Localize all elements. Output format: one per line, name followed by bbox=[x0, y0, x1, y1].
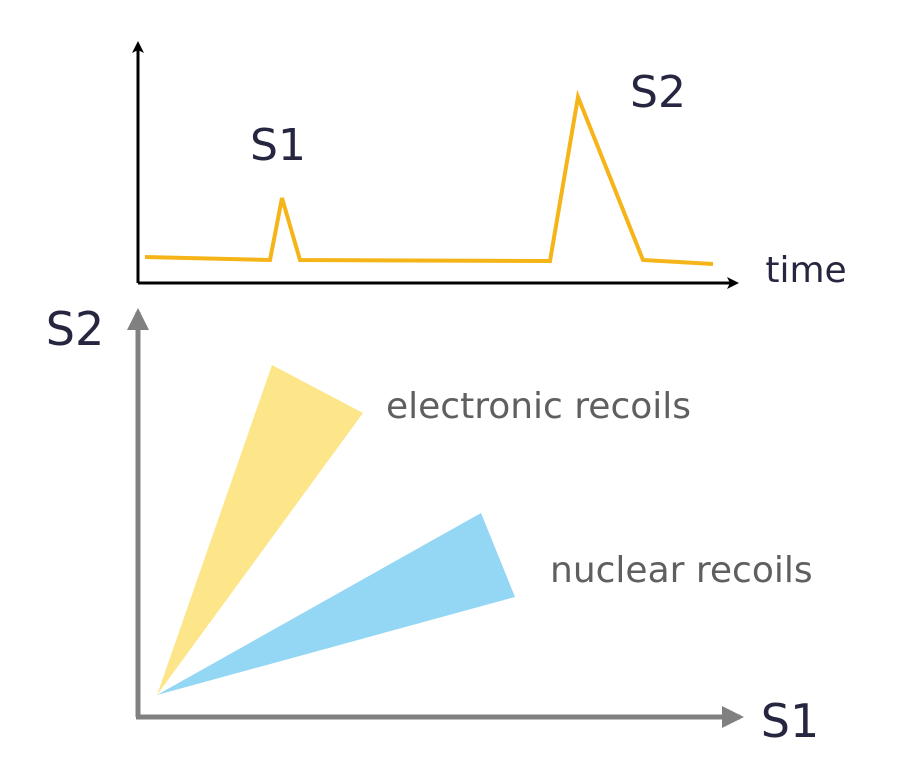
s1-peak-label: S1 bbox=[250, 120, 306, 171]
s1-axis-label: S1 bbox=[761, 694, 819, 748]
s2-peak-label: S2 bbox=[630, 67, 686, 118]
s2-axis-label: S2 bbox=[46, 302, 104, 356]
time-axis-label: time bbox=[765, 250, 846, 291]
discrimination-panel: S2 S1 electronic recoils nuclear recoils bbox=[46, 302, 819, 748]
waveform-panel: S1 S2 time bbox=[132, 41, 847, 291]
waveform-trace bbox=[144, 89, 714, 266]
electronic-recoils-label: electronic recoils bbox=[386, 386, 691, 427]
nuclear-recoils-label: nuclear recoils bbox=[550, 550, 813, 591]
electronic-recoil-band bbox=[157, 365, 363, 695]
nuclear-recoil-band bbox=[157, 513, 515, 695]
